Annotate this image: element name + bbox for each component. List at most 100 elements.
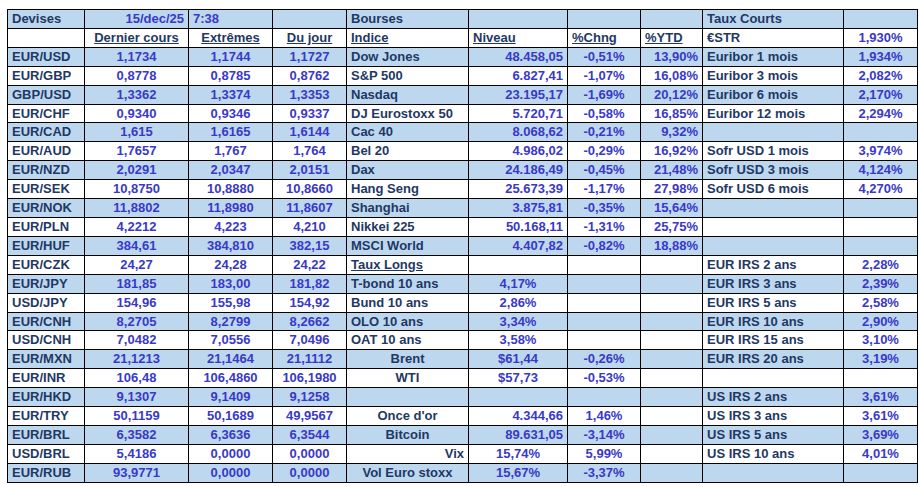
rate-label-estr: €STR — [703, 28, 844, 47]
du-jour-value: 49,9567 — [273, 407, 347, 426]
niveau-value: 89.631,05 — [469, 425, 568, 444]
empty-cell — [8, 28, 85, 47]
chng-value: -1,07% — [568, 66, 641, 85]
extremes-value: 183,00 — [189, 274, 273, 293]
quote-time: 7:38 — [189, 10, 273, 29]
rate-value: 4,124% — [844, 161, 918, 180]
dernier-cours-value: 24,27 — [85, 255, 189, 274]
du-jour-value: 1,3353 — [273, 85, 347, 104]
extremes-value: 50,1689 — [189, 407, 273, 426]
indice-label: Dax — [347, 161, 469, 180]
dernier-cours-value: 6,3582 — [85, 425, 189, 444]
empty-cell — [641, 463, 703, 482]
empty-cell — [641, 369, 703, 388]
currency-pair-label: EUR/GBP — [8, 66, 85, 85]
currency-pair-label: EUR/INR — [8, 369, 85, 388]
empty-cell — [641, 293, 703, 312]
extremes-value: 10,8880 — [189, 180, 273, 199]
column-header-row: Dernier cours Extrêmes Du jour Indice Ni… — [8, 28, 918, 47]
empty-cell — [469, 10, 568, 29]
niveau-value: 8.068,62 — [469, 123, 568, 142]
empty-cell — [568, 331, 641, 350]
extremes-value: 2,0347 — [189, 161, 273, 180]
du-jour-value: 2,0151 — [273, 161, 347, 180]
du-jour-value: 0,9337 — [273, 104, 347, 123]
rate-value: 1,934% — [844, 47, 918, 66]
niveau-value: 4.344,66 — [469, 407, 568, 426]
niveau-value: 24.186,49 — [469, 161, 568, 180]
chng-value: -3,37% — [568, 463, 641, 482]
niveau-value: 48.458,05 — [469, 47, 568, 66]
chng-value: -3,14% — [568, 425, 641, 444]
niveau-value: 5.720,71 — [469, 104, 568, 123]
extremes-value: 11,8980 — [189, 199, 273, 218]
col-header-ytd: %YTD — [641, 28, 703, 47]
rate-label: Euribor 1 mois — [703, 47, 844, 66]
currency-pair-label: USD/JPY — [8, 293, 85, 312]
rate-label: EUR IRS 10 ans — [703, 312, 844, 331]
indice-label: Cac 40 — [347, 123, 469, 142]
table-row: EUR/NOK11,880211,898011,8607Shanghai3.87… — [8, 199, 918, 218]
du-jour-value: 382,15 — [273, 236, 347, 255]
indice-label: Bund 10 ans — [347, 293, 469, 312]
rate-label: US IRS 5 ans — [703, 425, 844, 444]
dernier-cours-value: 11,8802 — [85, 199, 189, 218]
indice-label: OAT 10 ans — [347, 331, 469, 350]
empty-cell — [347, 388, 469, 407]
dernier-cours-value: 5,4186 — [85, 444, 189, 463]
table-row: EUR/HUF384,61384,810382,15MSCI World4.40… — [8, 236, 918, 255]
ytd-value: 16,08% — [641, 66, 703, 85]
rate-label: EUR IRS 15 ans — [703, 331, 844, 350]
dernier-cours-value: 8,2705 — [85, 312, 189, 331]
chng-value: -1,69% — [568, 85, 641, 104]
dernier-cours-value: 181,85 — [85, 274, 189, 293]
table-row: EUR/INR106,48106,4860106,1980WTI$57,73-0… — [8, 369, 918, 388]
du-jour-value: 6,3544 — [273, 425, 347, 444]
empty-cell — [703, 199, 844, 218]
currency-pair-label: EUR/AUD — [8, 142, 85, 161]
currency-pair-label: EUR/RUB — [8, 463, 85, 482]
rate-value: 3,974% — [844, 142, 918, 161]
extremes-value: 1,3374 — [189, 85, 273, 104]
du-jour-value: 1,764 — [273, 142, 347, 161]
niveau-value: 6.827,41 — [469, 66, 568, 85]
dernier-cours-value: 7,0482 — [85, 331, 189, 350]
col-header-dernier-cours: Dernier cours — [85, 28, 189, 47]
du-jour-value: 0,8762 — [273, 66, 347, 85]
empty-cell — [844, 123, 918, 142]
currency-pair-label: EUR/NZD — [8, 161, 85, 180]
dernier-cours-value: 50,1159 — [85, 407, 189, 426]
table-row: EUR/NZD2,02912,03472,0151Dax24.186,49-0,… — [8, 161, 918, 180]
quote-date: 15/dec/25 — [85, 10, 189, 29]
du-jour-value: 8,2662 — [273, 312, 347, 331]
dernier-cours-value: 93,9771 — [85, 463, 189, 482]
header-row: Devises 15/dec/25 7:38 Bourses Taux Cour… — [8, 10, 918, 29]
table-row: EUR/CZK24,2724,2824,22Taux LongsEUR IRS … — [8, 255, 918, 274]
rate-label: Euribor 3 mois — [703, 66, 844, 85]
empty-cell — [641, 388, 703, 407]
currency-pair-label: EUR/USD — [8, 47, 85, 66]
ytd-value: 18,88% — [641, 236, 703, 255]
indice-label: MSCI World — [347, 236, 469, 255]
dernier-cours-value: 0,8778 — [85, 66, 189, 85]
du-jour-value: 1,1727 — [273, 47, 347, 66]
rate-label: US IRS 10 ans — [703, 444, 844, 463]
empty-cell — [844, 369, 918, 388]
empty-cell — [703, 123, 844, 142]
extremes-value: 155,98 — [189, 293, 273, 312]
rate-value: 2,28% — [844, 255, 918, 274]
table-row: EUR/GBP0,87780,87850,8762S&P 5006.827,41… — [8, 66, 918, 85]
niveau-value: 4.986,02 — [469, 142, 568, 161]
extremes-value: 8,2799 — [189, 312, 273, 331]
currency-pair-label: EUR/NOK — [8, 199, 85, 218]
extremes-value: 21,1464 — [189, 350, 273, 369]
empty-cell — [641, 312, 703, 331]
currency-pair-label: EUR/BRL — [8, 425, 85, 444]
chng-value: -0,45% — [568, 161, 641, 180]
indice-label: Taux Longs — [347, 255, 469, 274]
dernier-cours-value: 4,2212 — [85, 217, 189, 236]
empty-cell — [641, 274, 703, 293]
empty-cell — [568, 255, 641, 274]
indice-label: Dow Jones — [347, 47, 469, 66]
empty-cell — [844, 10, 918, 29]
